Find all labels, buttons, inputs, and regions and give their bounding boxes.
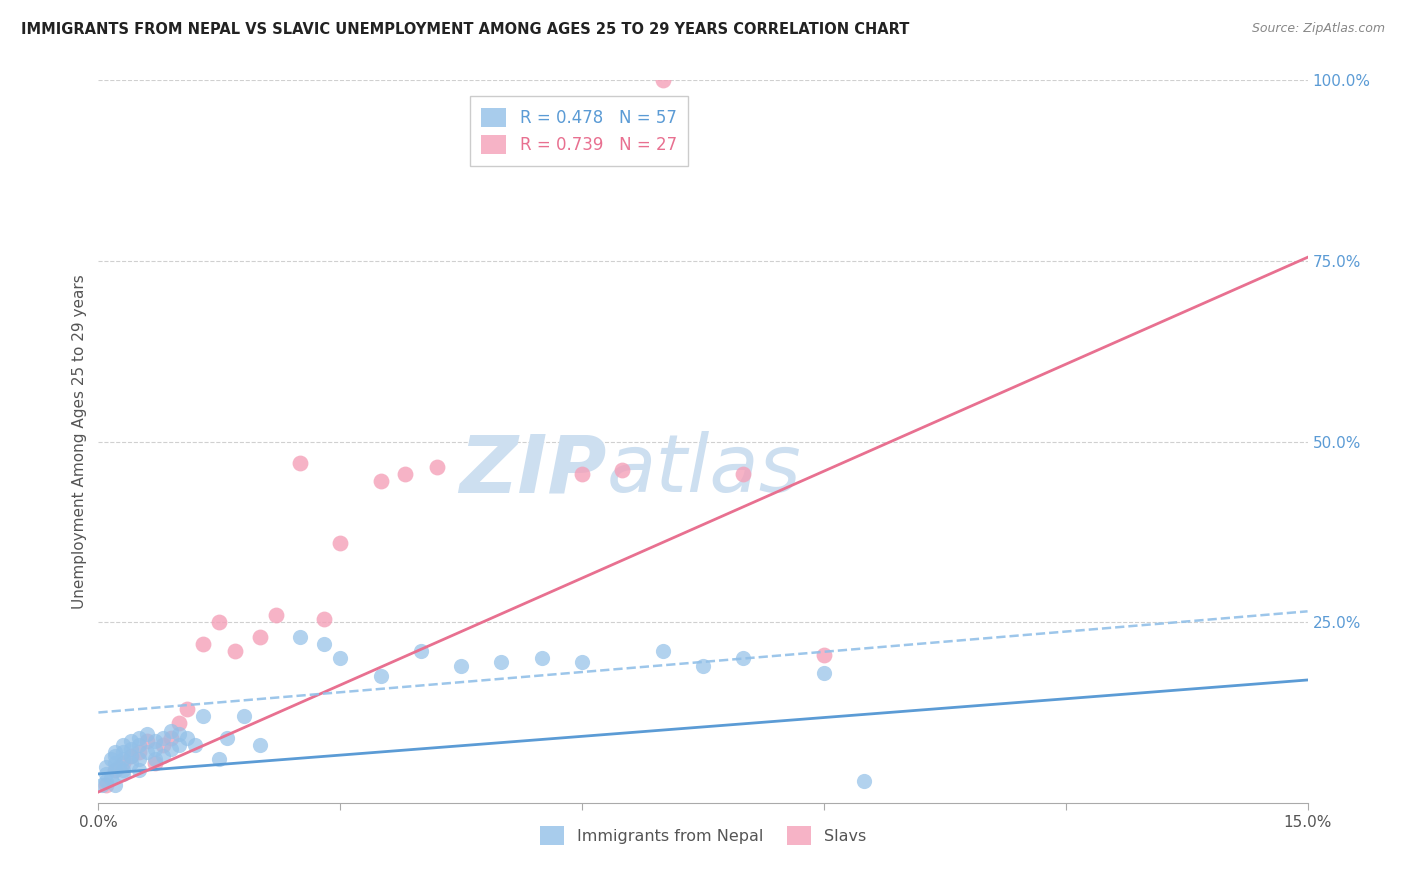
Point [612,463,634,477]
Y-axis label: Unemployment Among Ages 25 to 29 years: Unemployment Among Ages 25 to 29 years [72,274,87,609]
Text: IMMIGRANTS FROM NEPAL VS SLAVIC UNEMPLOYMENT AMONG AGES 25 TO 29 YEARS CORRELATI: IMMIGRANTS FROM NEPAL VS SLAVIC UNEMPLOY… [21,22,910,37]
Point [394,467,416,481]
Point [103,764,125,778]
Point [111,767,134,781]
Point [450,658,472,673]
Point [143,756,166,770]
Point [813,665,835,680]
Point [167,727,190,741]
Point [135,745,157,759]
Point [184,738,207,752]
Point [111,764,134,778]
Point [176,731,198,745]
Point [208,615,231,630]
Point [120,741,142,756]
Point [370,669,392,683]
Point [128,731,150,745]
Point [103,764,125,778]
Point [111,745,134,759]
Point [167,716,190,731]
Point [103,748,125,763]
Point [96,778,118,792]
Point [107,760,129,774]
Point [96,767,118,781]
Point [288,630,311,644]
Point [111,752,134,766]
Point [530,651,553,665]
Point [491,655,513,669]
Point [135,727,157,741]
Point [152,748,174,763]
Point [120,748,142,763]
Point [217,731,239,745]
Text: atlas: atlas [606,432,801,509]
Point [128,764,150,778]
Point [176,702,198,716]
Point [329,535,352,549]
Point [128,752,150,766]
Point [167,738,190,752]
Point [143,734,166,748]
Point [100,771,122,785]
Point [314,637,336,651]
Point [152,731,174,745]
Point [96,774,118,789]
Point [100,752,122,766]
Point [111,756,134,770]
Point [314,611,336,625]
Point [160,723,183,738]
Text: Source: ZipAtlas.com: Source: ZipAtlas.com [1251,22,1385,36]
Point [160,731,183,745]
Point [152,738,174,752]
Point [193,637,215,651]
Point [135,734,157,748]
Point [224,644,246,658]
Point [193,709,215,723]
Point [103,745,125,759]
Point [143,741,166,756]
Point [329,651,352,665]
Point [409,644,432,658]
Point [571,655,593,669]
Legend: Immigrants from Nepal, Slavs: Immigrants from Nepal, Slavs [531,818,875,853]
Point [249,630,271,644]
Point [120,734,142,748]
Point [91,778,114,792]
Point [288,456,311,470]
Point [651,73,673,87]
Point [120,756,142,770]
Point [208,752,231,766]
Point [111,738,134,752]
Point [249,738,271,752]
Point [232,709,254,723]
Point [96,760,118,774]
Text: ZIP: ZIP [458,432,606,509]
Point [143,752,166,766]
Point [813,648,835,662]
Point [120,748,142,763]
Point [853,774,876,789]
Point [128,745,150,759]
Point [651,644,673,658]
Point [264,607,287,622]
Point [426,459,449,474]
Point [733,651,755,665]
Point [103,778,125,792]
Point [128,738,150,752]
Point [370,475,392,489]
Point [733,467,755,481]
Point [571,467,593,481]
Point [103,756,125,770]
Point [692,658,714,673]
Point [160,741,183,756]
